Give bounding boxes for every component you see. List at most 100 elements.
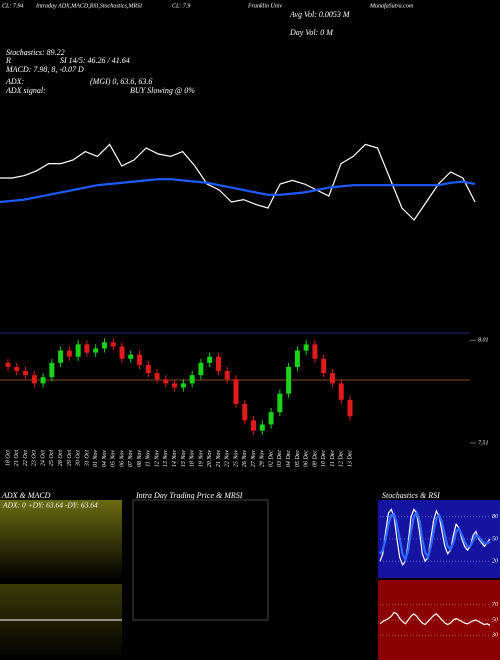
candle-body [224, 371, 230, 380]
x-tick-label: 11 Nov [146, 450, 152, 467]
candle-body [137, 354, 143, 365]
adx-text: ADX: 0 +DY: 63.64 -DY: 63.64 [2, 501, 98, 510]
candle-body [128, 354, 134, 359]
candle-body [5, 362, 11, 367]
x-tick-label: 22 Nov [225, 450, 231, 468]
panel-title: Intra Day Trading Price & MRSI [135, 491, 243, 500]
series-line [0, 178, 476, 204]
header-text: (MGI) 0, 63.6, 63.6 [90, 77, 152, 86]
x-tick-label: 08 Nov [137, 450, 143, 468]
candle-body [338, 383, 344, 400]
header-text: Day Vol: 0 M [289, 28, 334, 37]
x-tick-label: 25 Nov [233, 450, 239, 468]
y-tick-label: 80 [492, 514, 498, 520]
x-tick-label: 18 Nov [190, 450, 196, 468]
panel-title: ADX & MACD [1, 491, 51, 500]
x-tick-label: 05 Dec [295, 450, 301, 467]
candle-body [75, 344, 81, 357]
x-tick-label: 21 Nov [216, 450, 222, 468]
x-tick-label: 31 Oct [84, 450, 90, 467]
x-tick-label: 07 Nov [128, 450, 134, 468]
candle-body [321, 358, 327, 374]
y-tick-label: 20 [492, 559, 498, 565]
candle-body [233, 379, 239, 404]
candle-body [286, 366, 292, 394]
x-tick-label: 04 Dec [285, 450, 292, 467]
series-line [379, 611, 491, 626]
x-tick-label: 18 Oct [5, 450, 11, 466]
x-tick-label: 02 Dec [268, 450, 274, 467]
x-tick-label: 10 Dec [321, 450, 327, 467]
x-tick-label: 06 Nov [119, 450, 125, 468]
header-text: MACD: 7.98, 8, -0.07 D [5, 65, 84, 74]
header-text: BUY Slowing @ 0% [130, 86, 195, 95]
x-tick-label: 29 Oct [67, 450, 73, 466]
x-tick-label: 12 Dec [339, 450, 345, 467]
candle-body [198, 362, 204, 376]
candle-body [163, 379, 169, 384]
candle-body [329, 373, 335, 384]
x-tick-label: 23 Oct [32, 450, 38, 466]
x-tick-label: 15 Nov [181, 450, 187, 468]
y-tick-label: 7.51 [478, 440, 489, 446]
x-tick-label: 20 Nov [207, 450, 213, 468]
header-text: ADX signal: [5, 86, 46, 95]
candle-body [66, 350, 72, 357]
series-line [379, 508, 491, 567]
y-tick-label: 30 [491, 633, 498, 639]
x-tick-label: 05 Nov [111, 450, 117, 468]
panel-title: Stochastics & RSI [382, 491, 440, 500]
candle-body [215, 356, 221, 372]
x-tick-label: 27 Nov [251, 450, 257, 468]
header-text: R [5, 56, 11, 65]
candle-body [242, 403, 248, 421]
x-tick-label: 12 Nov [154, 450, 160, 468]
candle-body [23, 371, 29, 376]
series-line [0, 143, 476, 221]
candle-body [31, 375, 37, 384]
x-tick-label: 22 Oct [23, 450, 29, 466]
x-tick-label: 21 Oct [14, 450, 20, 466]
header-text: Intraday ADX,MACD,RSI,Stochastics,MRSI [35, 3, 143, 9]
macd-panel [0, 584, 122, 660]
candle-body [180, 383, 186, 388]
candle-body [189, 375, 195, 384]
x-tick-label: 03 Dec [277, 450, 283, 467]
x-tick-label: 13 Dec [347, 450, 353, 467]
x-tick-label: 04 Nov [101, 450, 108, 468]
candle-body [347, 399, 353, 417]
header-text: MunafaSutra.com [369, 2, 414, 9]
y-tick-label: 50 [492, 617, 498, 623]
y-tick-label: 50 [492, 536, 498, 542]
rsi-panel [378, 580, 500, 660]
candle-body [259, 424, 265, 431]
x-tick-label: 29 Nov [260, 450, 266, 468]
x-tick-label: 06 Dec [304, 450, 310, 467]
candle-body [145, 364, 151, 374]
y-tick-label: 8.01 [478, 338, 489, 344]
candle-body [101, 342, 107, 349]
y-tick-label: 70 [492, 602, 498, 608]
candle-body [312, 344, 318, 359]
header-text: CL: 7.9 [172, 3, 190, 9]
candle-body [277, 393, 283, 413]
header-text: SI 14/5: 46.26 / 41.64 [60, 56, 130, 65]
candle-body [84, 344, 90, 353]
adx-panel [0, 500, 122, 580]
candle-body [58, 350, 64, 363]
x-tick-label: 30 Oct [76, 450, 82, 467]
candle-body [110, 342, 116, 347]
candle-body [268, 412, 274, 425]
x-tick-label: 14 Nov [171, 450, 178, 468]
x-tick-label: 11 Dec [330, 450, 336, 467]
candle-body [303, 344, 309, 351]
candle-body [251, 420, 257, 431]
header-text: Avg Vol: 0.0053 M [289, 10, 351, 19]
x-tick-label: 13 Nov [163, 450, 169, 468]
x-tick-label: 09 Dec [312, 450, 318, 467]
candle-body [294, 350, 300, 367]
candle-body [14, 366, 20, 372]
x-tick-label: 25 Oct [49, 450, 55, 466]
candle-body [207, 356, 213, 363]
